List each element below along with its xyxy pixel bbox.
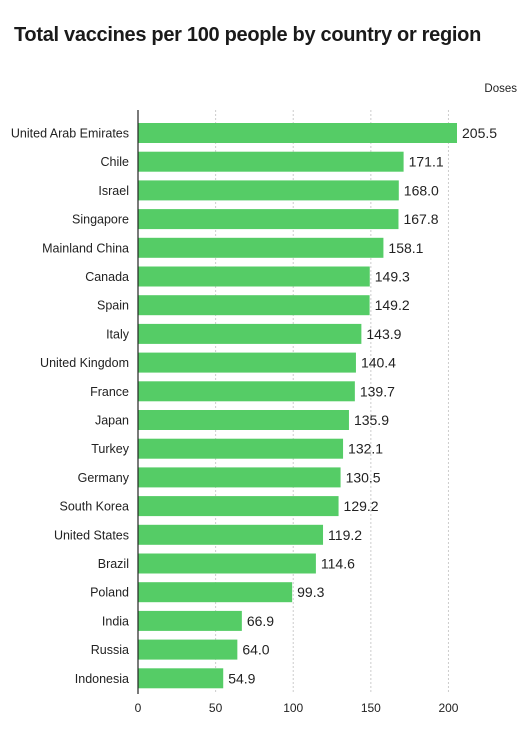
value-label: 66.9: [247, 613, 274, 629]
bar: [138, 266, 370, 287]
x-tick-label: 0: [135, 701, 142, 715]
category-label: India: [102, 614, 129, 628]
category-label: Canada: [85, 270, 129, 284]
chart-title: Total vaccines per 100 people by country…: [14, 24, 481, 46]
category-label: Russia: [91, 643, 129, 657]
bar: [138, 582, 293, 603]
bar: [138, 381, 355, 402]
value-label: 149.2: [375, 297, 410, 313]
category-label: Israel: [98, 184, 129, 198]
category-label: United States: [54, 528, 129, 542]
x-tick-label: 100: [283, 701, 303, 715]
x-tick-label: 200: [438, 701, 458, 715]
category-label: Italy: [106, 327, 130, 341]
bar: [138, 151, 404, 172]
value-label: 139.7: [360, 383, 395, 399]
category-label: Spain: [97, 299, 129, 313]
bar: [138, 323, 362, 344]
value-label: 54.9: [228, 670, 255, 686]
bar: [138, 438, 344, 459]
bar: [138, 668, 224, 689]
category-label: Mainland China: [42, 241, 129, 255]
category-label: United Kingdom: [40, 356, 129, 370]
value-label: 140.4: [361, 355, 396, 371]
x-tick-label: 150: [361, 701, 381, 715]
x-tick-label: 50: [209, 701, 223, 715]
category-label: South Korea: [60, 500, 130, 514]
category-label: Japan: [95, 414, 129, 428]
value-label: 130.5: [346, 469, 381, 485]
value-label: 167.8: [403, 211, 438, 227]
bar: [138, 209, 399, 230]
category-label: Poland: [90, 586, 129, 600]
grid-layer: [215, 110, 449, 694]
value-label: 171.1: [409, 154, 444, 170]
bar: [138, 467, 341, 488]
category-label: Singapore: [72, 213, 129, 227]
value-label: 119.2: [328, 527, 362, 543]
value-label: 132.1: [348, 441, 383, 457]
bar: [138, 352, 356, 373]
value-label: 149.3: [375, 269, 410, 285]
bar-layer: [138, 123, 457, 689]
value-label: 114.6: [321, 556, 355, 572]
label-layer: 0 50 100 150 200 United Arab Emirates 205.5 Chi…: [11, 125, 497, 715]
category-label: Chile: [101, 155, 130, 169]
bar: [138, 496, 339, 517]
category-label: Germany: [78, 471, 130, 485]
bar: [138, 180, 399, 201]
value-label: 205.5: [462, 125, 497, 141]
bar: [138, 553, 316, 574]
value-label: 99.3: [297, 584, 324, 600]
value-label: 129.2: [344, 498, 379, 514]
unit-label: Doses: [484, 83, 517, 95]
bar: [138, 639, 238, 660]
bar: [138, 123, 457, 143]
bar: [138, 237, 384, 258]
bar: [138, 295, 370, 316]
bar: [138, 610, 242, 631]
category-label: France: [90, 385, 129, 399]
value-label: 158.1: [388, 240, 423, 256]
value-label: 64.0: [242, 642, 269, 658]
category-label: Indonesia: [75, 672, 129, 686]
value-label: 168.0: [404, 182, 439, 198]
category-label: Brazil: [98, 557, 129, 571]
value-label: 143.9: [366, 326, 401, 342]
bar: [138, 410, 349, 430]
category-label: United Arab Emirates: [11, 127, 129, 141]
value-label: 135.9: [354, 412, 389, 428]
category-label: Turkey: [91, 442, 129, 456]
bar: [138, 524, 324, 545]
